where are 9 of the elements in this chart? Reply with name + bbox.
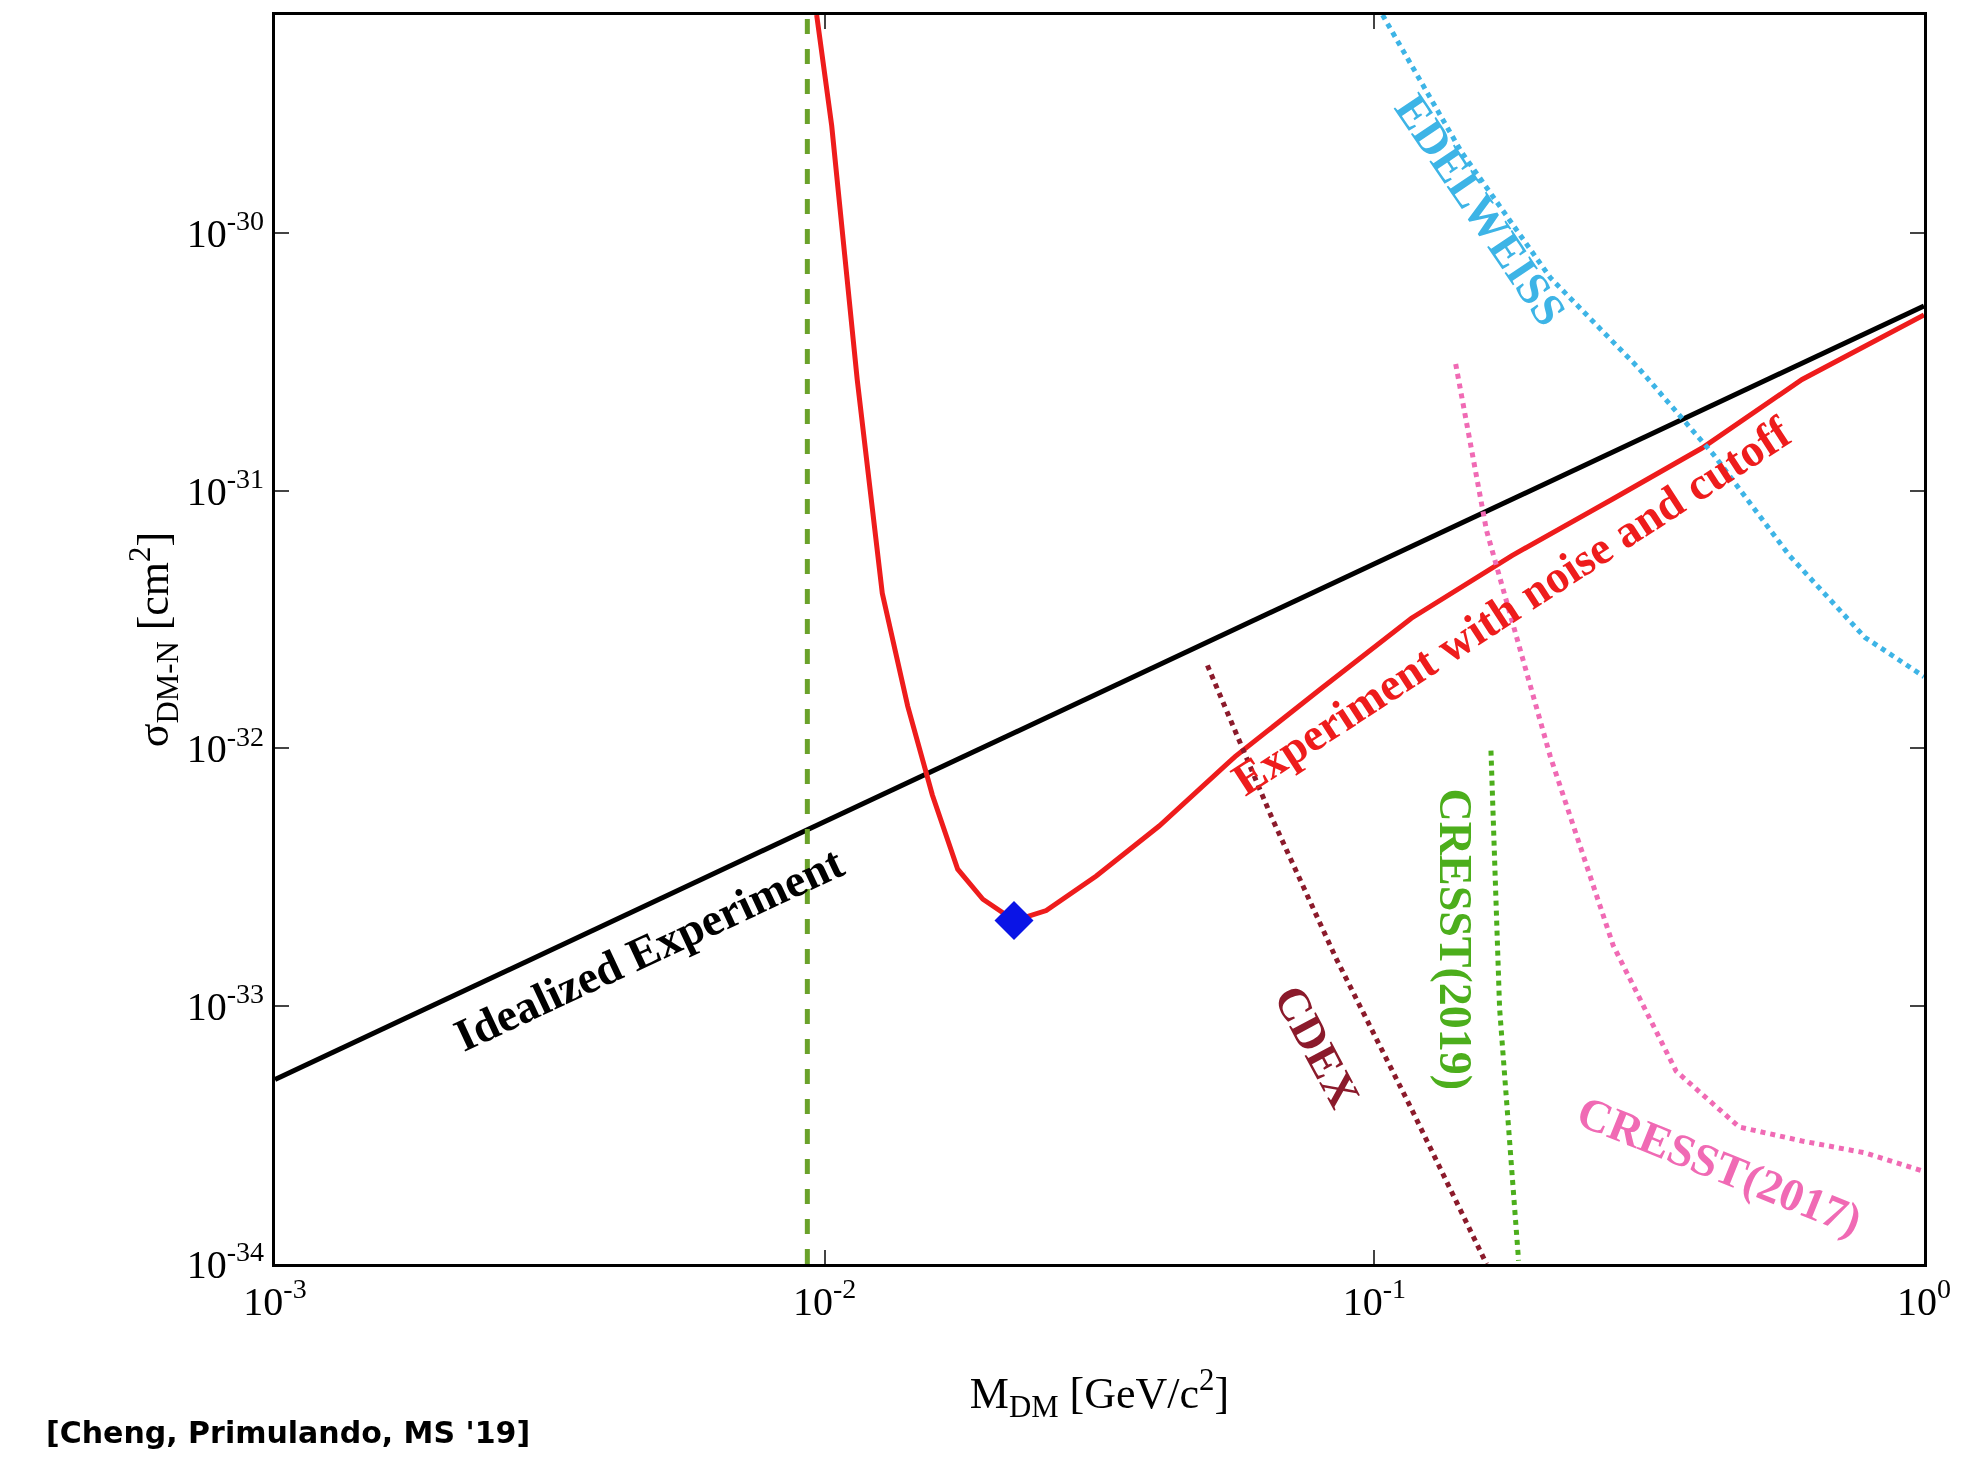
x-tick-label: 10$^{0}$	[1897, 1273, 1951, 1324]
y-tick-label: 10$^{-33}$	[186, 978, 264, 1030]
x-axis-title: M$_{DM}$ [GeV/c$^{2}$]	[969, 1362, 1230, 1425]
x-tick-label: 10$^{-2}$	[793, 1273, 857, 1324]
text: [Cheng, Primulando, MS '19]	[46, 1415, 531, 1450]
y-tick-label: 10$^{-32}$	[186, 720, 264, 772]
y-tick-label: 10$^{-31}$	[186, 462, 264, 514]
x-tick-label: 10$^{-1}$	[1342, 1273, 1406, 1324]
y-tick-label: 10$^{-30}$	[186, 205, 264, 256]
